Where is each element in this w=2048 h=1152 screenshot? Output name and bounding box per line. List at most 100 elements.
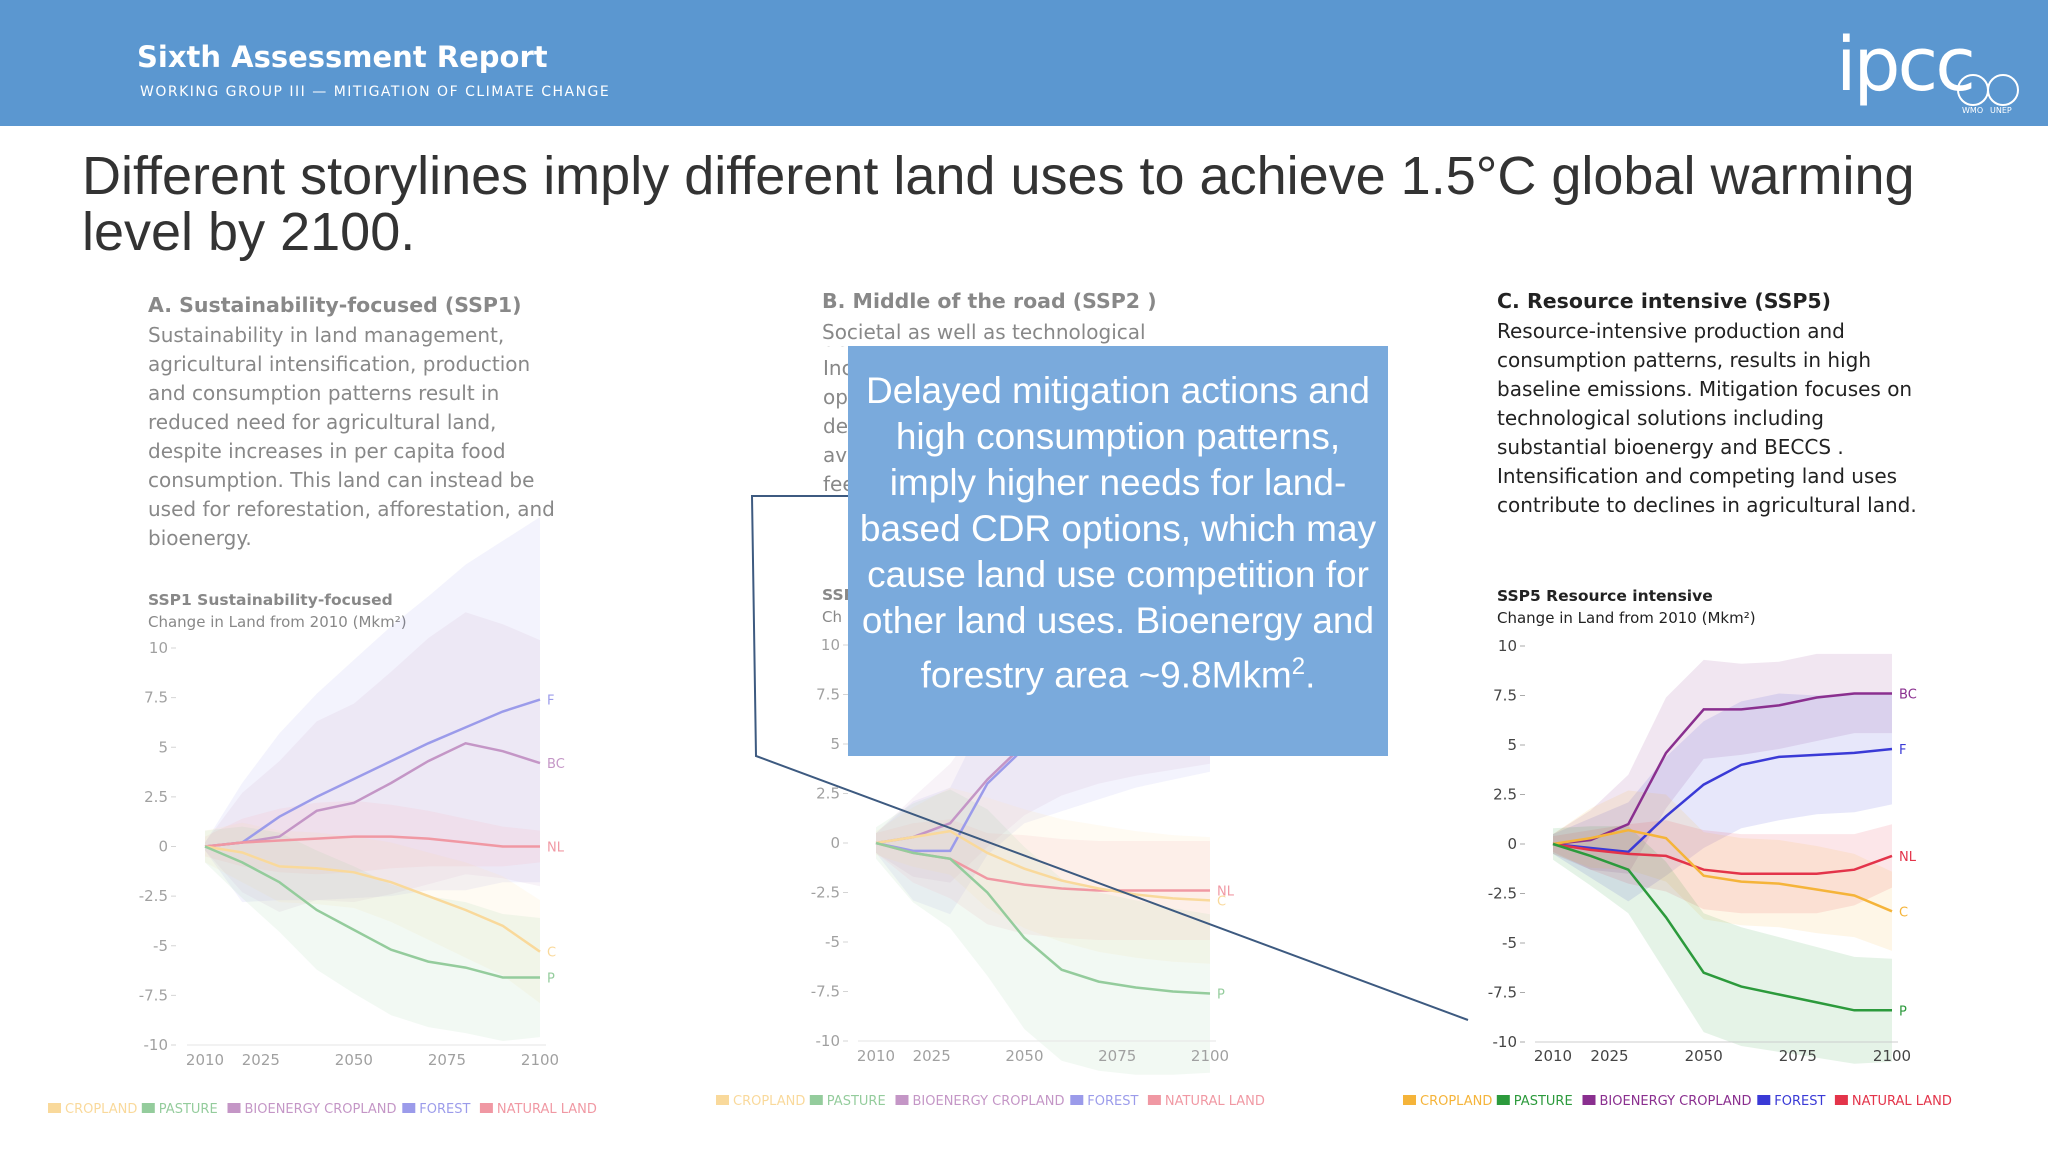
series-label: P — [1899, 1004, 1907, 1019]
series-line-cropland — [204, 845, 541, 953]
legend-label-cropland: CROPLAND — [65, 1102, 137, 1117]
y-tick-label: 0 — [158, 838, 168, 856]
legend-swatch-bioenergy — [895, 1095, 909, 1105]
chart-a-subtitle: Change in Land from 2010 (Mkm²) — [148, 613, 407, 631]
panel-b-description-line: Societal as well as technological — [822, 320, 1146, 344]
legend-label-cropland: CROPLAND — [733, 1094, 805, 1109]
series-line-pasture — [1552, 842, 1892, 1012]
legend-swatch-pasture — [141, 1103, 155, 1113]
x-tick-label: 2100 — [521, 1051, 559, 1069]
series-line-forest — [1552, 747, 1893, 854]
chart-3: BC F NL C P 10 7.5 5 2.5 0 -2.5 -5 -7.5 -10 2010 2025 20… — [1403, 637, 1952, 1109]
x-tick-label: 2050 — [335, 1051, 373, 1069]
legend-label-pasture: PASTURE — [1514, 1094, 1573, 1109]
description-line: de — [823, 414, 848, 438]
x-tick-label: 2075 — [1098, 1047, 1136, 1065]
legend-swatch-pasture — [1496, 1095, 1510, 1105]
series-label: C — [547, 946, 556, 961]
description-line: consumption. This land can instead be — [148, 468, 535, 492]
series-label: P — [547, 972, 555, 987]
y-tick-label: 5 — [830, 735, 840, 753]
x-tick-label: 2010 — [186, 1051, 224, 1069]
y-tick-label: -7.5 — [139, 986, 168, 1004]
description-line: and consumption patterns result in — [148, 381, 500, 405]
legend-label-pasture: PASTURE — [827, 1094, 886, 1109]
x-tick-label: 2025 — [1590, 1047, 1628, 1065]
band-forest — [1553, 693, 1892, 902]
description-line: baseline emissions. Mitigation focuses o… — [1497, 377, 1913, 401]
series-line-forest — [204, 698, 541, 848]
y-tick-label: 10 — [1498, 637, 1517, 655]
header-banner: Sixth Assessment Report WORKING GROUP II… — [0, 0, 2048, 126]
legend-swatch-cropland — [48, 1103, 61, 1113]
panel-b-title: B. Middle of the road (SSP2 ) — [822, 289, 1157, 313]
y-tick-label: 5 — [158, 738, 168, 756]
series-label: C — [1217, 894, 1226, 909]
y-tick-label: 2.5 — [1493, 786, 1517, 804]
legend-label-bioenergy: BIOENERGY CROPLAND — [245, 1102, 397, 1117]
y-tick-label: 2.5 — [144, 788, 168, 806]
legend-swatch-forest — [1070, 1095, 1084, 1105]
x-tick-label: 2100 — [1873, 1047, 1911, 1065]
report-subtitle: WORKING GROUP III — MITIGATION OF CLIMAT… — [140, 84, 611, 100]
y-tick-label: -7.5 — [1488, 984, 1517, 1002]
legend: CROPLAND PASTURE BIOENERGY CROPLAND FOREST N… — [48, 1102, 597, 1117]
ipcc-logo: ipcc — [1836, 22, 1976, 108]
series-label: NL — [1899, 850, 1917, 865]
legend-swatch-natural — [479, 1103, 493, 1113]
legend-label-forest: FOREST — [1087, 1094, 1138, 1109]
y-tick-label: -2.5 — [139, 887, 168, 905]
callout-box: Delayed mitigation actions and high cons… — [848, 346, 1388, 756]
x-tick-label: 2025 — [242, 1051, 280, 1069]
callout-body: Delayed mitigation actions and high cons… — [859, 370, 1377, 696]
y-tick-label: 0 — [1507, 835, 1517, 853]
y-tick-label: 7.5 — [144, 689, 168, 707]
x-tick-label: 2010 — [1534, 1047, 1572, 1065]
x-tick-label: 2010 — [857, 1047, 895, 1065]
callout-text: Delayed mitigation actions and high cons… — [848, 368, 1388, 698]
legend-swatch-natural — [1834, 1095, 1848, 1105]
series-label: C — [1899, 905, 1908, 920]
y-tick-label: 7.5 — [1493, 687, 1517, 705]
y-tick-label: 0 — [830, 834, 840, 852]
legend: CROPLAND PASTURE BIOENERGY CROPLAND FOREST N… — [716, 1094, 1265, 1109]
series-line-bioenergy — [204, 741, 541, 848]
series-label: BC — [547, 757, 565, 772]
band-pasture — [205, 826, 540, 1041]
panel-b-description: de Inc op de ava fee — [823, 346, 848, 499]
description-line: de — [823, 346, 848, 354]
series-label: NL — [547, 841, 565, 856]
description-line: contribute to declines in agricultural l… — [1497, 493, 1917, 517]
y-tick-label: -10 — [144, 1036, 169, 1054]
description-line: Resource-intensive production and — [1497, 319, 1845, 343]
legend-swatch-bioenergy — [227, 1103, 241, 1113]
band-forest — [205, 517, 540, 903]
y-tick-label: -10 — [816, 1032, 841, 1050]
legend-swatch-bioenergy — [1582, 1095, 1596, 1105]
description-line: reduced need for agricultural land, — [148, 410, 497, 434]
y-tick-label: -5 — [153, 937, 168, 955]
x-tick-label: 2025 — [913, 1047, 951, 1065]
x-tick-label: 2100 — [1191, 1047, 1229, 1065]
wmo-label: WMO — [1962, 106, 1984, 115]
description-line: bioenergy. — [148, 526, 252, 550]
band-pasture — [1553, 826, 1892, 1064]
legend-swatch-pasture — [809, 1095, 823, 1105]
chart-a-title: SSP1 Sustainability-focused — [148, 591, 393, 609]
description-line: substantial bioenergy and BECCS . — [1497, 435, 1844, 459]
series-line-natural — [1552, 842, 1893, 875]
description-line: Inc — [823, 356, 848, 380]
series-label: F — [1899, 743, 1906, 758]
description-line: technological solutions including — [1497, 406, 1825, 430]
y-tick-label: 7.5 — [816, 686, 840, 704]
legend-label-bioenergy: BIOENERGY CROPLAND — [913, 1094, 1065, 1109]
legend-label-natural: NATURAL LAND — [497, 1102, 597, 1117]
legend-swatch-forest — [1757, 1095, 1771, 1105]
panel-a-description: Sustainability in land management, agricu… — [148, 321, 588, 553]
legend-label-bioenergy: BIOENERGY CROPLAND — [1600, 1094, 1752, 1109]
series-line-pasture — [204, 845, 540, 979]
description-line: ava — [823, 443, 848, 467]
report-title: Sixth Assessment Report — [137, 40, 548, 74]
description-line: Intensification and competing land uses — [1497, 464, 1898, 488]
description-line: agricultural intensification, production — [148, 352, 531, 376]
